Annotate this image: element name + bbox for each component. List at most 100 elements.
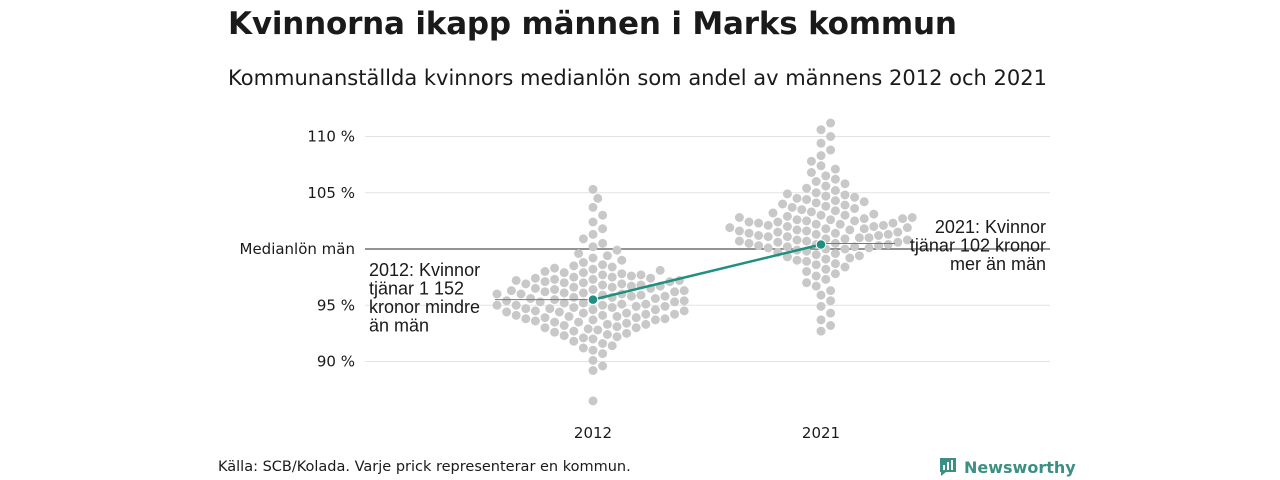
data-point: [883, 240, 893, 249]
data-point: [830, 174, 840, 184]
newsworthy-logo[interactable]: Newsworthy: [938, 456, 1076, 478]
data-point: [636, 290, 646, 300]
data-point: [773, 217, 783, 227]
data-point: [670, 287, 680, 297]
data-point: [617, 255, 627, 265]
data-point: [845, 225, 855, 235]
data-point: [569, 303, 579, 312]
data-point: [540, 323, 550, 333]
data-point: [893, 227, 903, 237]
x-tick-label: 2012: [574, 424, 612, 442]
data-point: [502, 296, 512, 306]
data-point: [650, 305, 660, 315]
chart-subtitle: Kommunanställda kvinnors medianlön som a…: [228, 66, 1047, 90]
data-point: [802, 195, 812, 204]
data-point: [797, 205, 807, 215]
data-point: [588, 345, 598, 355]
data-point: [816, 301, 826, 311]
x-tick-label: 2021: [802, 424, 840, 442]
data-point: [840, 262, 850, 272]
data-point: [646, 273, 656, 283]
data-point: [826, 145, 836, 155]
data-point: [588, 334, 598, 344]
data-point: [569, 272, 579, 282]
data-point: [835, 219, 845, 229]
data-point: [612, 245, 622, 255]
data-point: [511, 300, 521, 310]
data-point: [598, 349, 608, 359]
data-point: [602, 330, 612, 339]
data-point: [773, 237, 783, 247]
data-point: [578, 258, 588, 267]
data-point: [874, 241, 884, 251]
data-point: [754, 231, 764, 240]
data-point: [598, 280, 608, 290]
data-point: [598, 310, 608, 320]
data-point: [792, 255, 802, 265]
data-point: [626, 281, 636, 291]
highlight-point-2012: [587, 294, 599, 305]
data-point: [569, 261, 579, 271]
data-point: [754, 218, 764, 228]
data-point: [660, 291, 670, 301]
data-point: [559, 268, 569, 278]
data-point: [506, 286, 516, 296]
data-point: [530, 283, 540, 293]
data-point: [874, 231, 884, 240]
data-point: [574, 249, 584, 258]
data-point: [869, 222, 879, 231]
data-point: [782, 211, 792, 221]
data-point: [811, 271, 821, 281]
data-point: [816, 161, 826, 171]
data-point: [588, 253, 598, 263]
data-point: [826, 286, 836, 296]
data-point: [569, 292, 579, 302]
data-point: [612, 332, 622, 342]
data-point: [607, 341, 617, 351]
data-point: [559, 331, 569, 341]
data-point: [626, 271, 636, 281]
data-point: [782, 242, 792, 252]
data-point: [734, 213, 744, 222]
data-point: [521, 314, 531, 324]
data-point: [883, 229, 893, 239]
data-point: [540, 267, 550, 276]
data-point: [578, 333, 588, 343]
data-point: [830, 196, 840, 206]
data-point: [830, 206, 840, 216]
data-point: [898, 214, 908, 224]
data-point: [530, 273, 540, 283]
data-point: [830, 259, 840, 269]
data-point: [802, 256, 812, 266]
data-point: [850, 216, 860, 226]
data-point: [588, 229, 598, 239]
data-point: [754, 241, 764, 251]
data-point: [545, 304, 555, 314]
data-point: [526, 294, 536, 303]
data-point: [540, 313, 550, 323]
data-point: [744, 217, 754, 227]
data-point: [778, 199, 788, 209]
annotation-line: 2021: Kvinnor: [935, 217, 1046, 237]
data-point: [670, 297, 680, 307]
data-point: [811, 260, 821, 270]
data-point: [893, 237, 903, 247]
data-point: [821, 274, 831, 284]
data-point: [631, 301, 641, 311]
data-point: [907, 213, 917, 222]
data-point: [763, 220, 773, 230]
data-point: [511, 310, 521, 320]
data-point: [816, 290, 826, 300]
data-point: [617, 269, 627, 279]
data-point: [559, 288, 569, 298]
source-note: Källa: SCB/Kolada. Varje prick represent…: [218, 459, 631, 475]
data-point: [593, 325, 603, 335]
annotation-line: än män: [369, 316, 429, 336]
data-point: [782, 232, 792, 242]
data-point: [550, 285, 560, 294]
data-point: [588, 264, 598, 274]
data-point: [660, 314, 670, 324]
data-point: [578, 308, 588, 318]
